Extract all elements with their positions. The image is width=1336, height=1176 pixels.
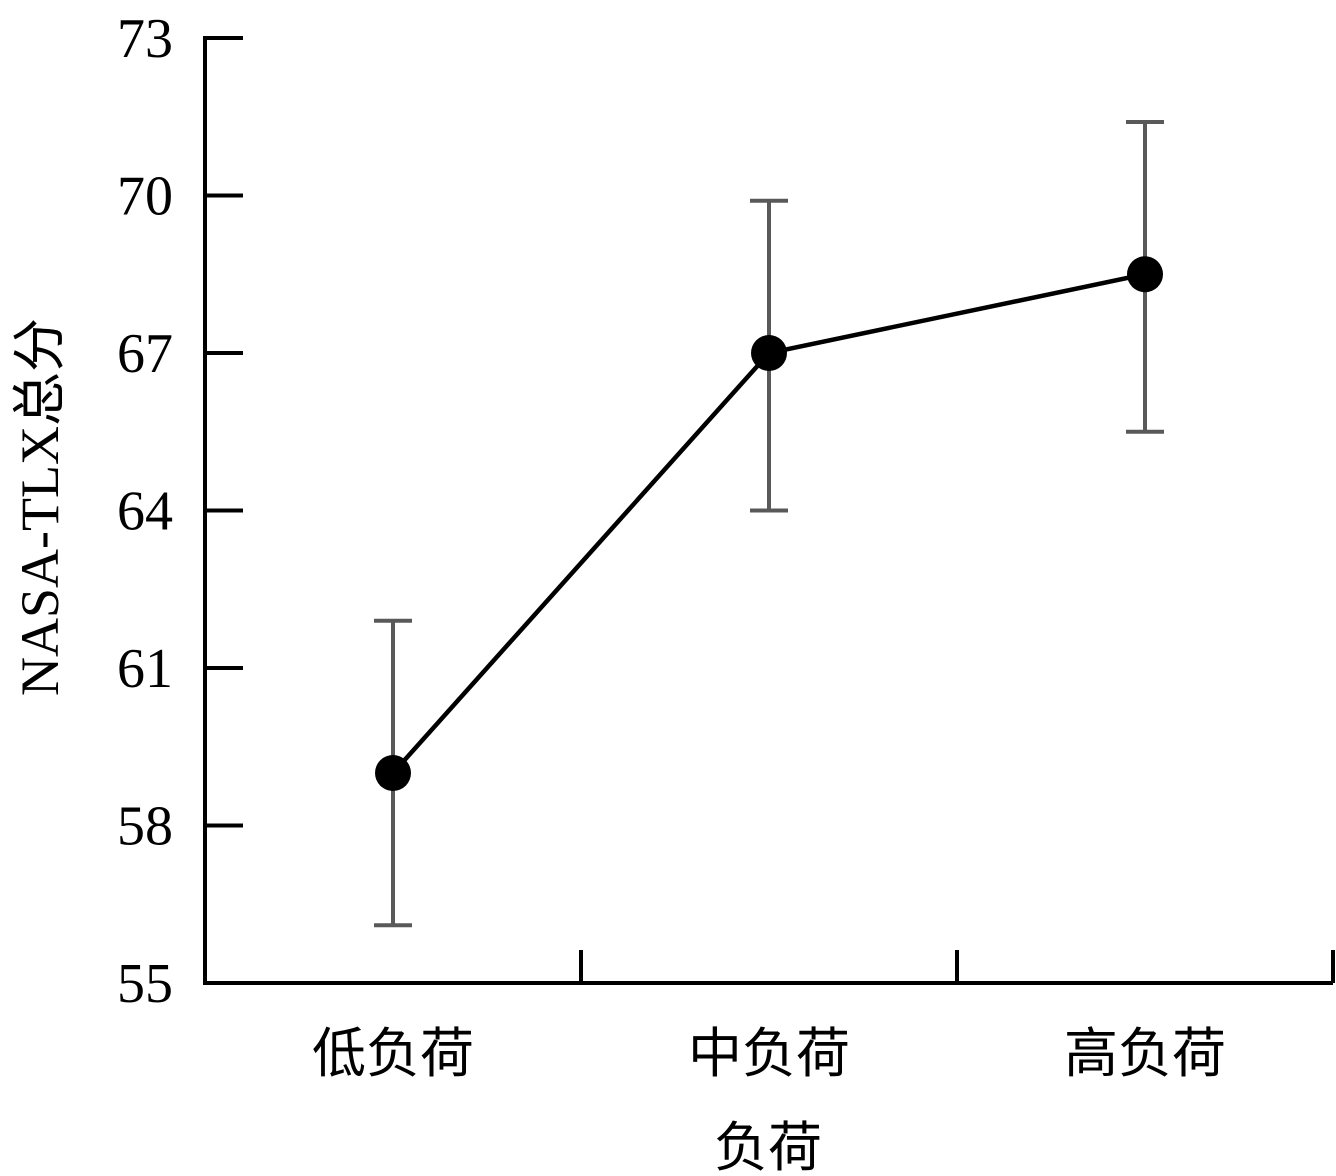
x-axis-label: 负荷 <box>714 1116 822 1176</box>
y-tick-label: 61 <box>117 638 173 700</box>
error-bars <box>374 120 1164 928</box>
series <box>375 256 1163 791</box>
y-tick-label: 70 <box>117 166 173 228</box>
y-tick-label: 55 <box>117 953 173 1015</box>
x-tick-label: 中负荷 <box>688 1022 850 1085</box>
y-ticks: 55 58 61 64 67 70 73 <box>117 8 243 1015</box>
x-tick-label: 高负荷 <box>1064 1022 1226 1085</box>
data-point <box>751 335 787 371</box>
data-point <box>375 755 411 791</box>
y-tick-label: 64 <box>117 481 173 543</box>
y-tick-label: 67 <box>117 323 173 385</box>
y-tick-label: 73 <box>117 8 173 70</box>
y-tick-label: 58 <box>117 796 173 858</box>
x-tick-label: 低负荷 <box>312 1022 474 1085</box>
x-ticks: 低负荷 中负荷 高负荷 <box>312 950 1335 1085</box>
labels: NASA-TLX总分 负荷 <box>10 318 822 1176</box>
y-axis-label: NASA-TLX总分 <box>10 318 70 696</box>
data-point <box>1127 256 1163 293</box>
